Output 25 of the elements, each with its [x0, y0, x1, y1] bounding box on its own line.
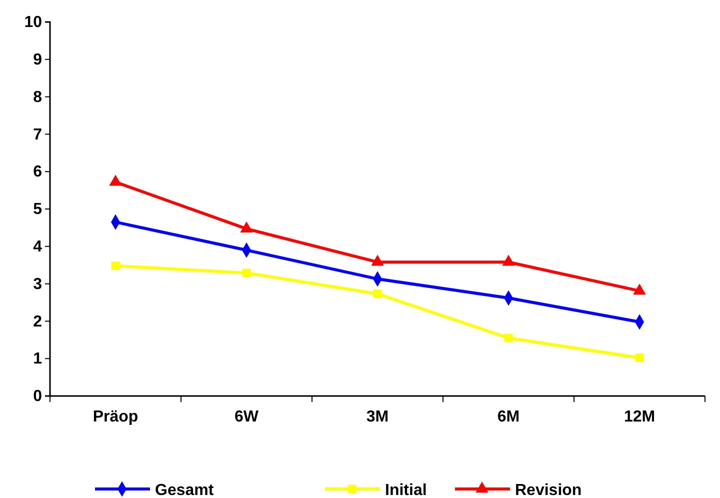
point [242, 268, 251, 278]
y-tick-label: 4 [33, 238, 42, 256]
y-tick-label: 5 [33, 201, 42, 218]
y-tick-label: 0 [33, 388, 42, 406]
point [109, 174, 122, 186]
x-tick-label: 3M [366, 408, 389, 426]
point [111, 262, 120, 270]
point [504, 334, 513, 342]
y-tick-label: 6 [33, 164, 42, 181]
point [635, 354, 644, 362]
y-tick-label: 8 [33, 88, 42, 106]
y-tick-label: 7 [33, 126, 42, 144]
y-tick-label: 3 [33, 276, 42, 293]
point [373, 290, 382, 298]
y-tick-label: 2 [33, 313, 42, 330]
legend-label: Revision [515, 482, 582, 498]
legend-label: Gesamt [155, 482, 214, 498]
x-tick-label: 6W [234, 408, 260, 426]
y-tick-label: 1 [33, 350, 42, 368]
x-tick-label: 6M [497, 408, 520, 426]
x-tick-label: 12M [624, 408, 656, 426]
y-tick-label: 9 [33, 52, 42, 69]
legend-label: Initial [385, 482, 427, 498]
y-tick-label: 10 [24, 14, 42, 32]
x-tick-label: Präop [92, 408, 138, 426]
